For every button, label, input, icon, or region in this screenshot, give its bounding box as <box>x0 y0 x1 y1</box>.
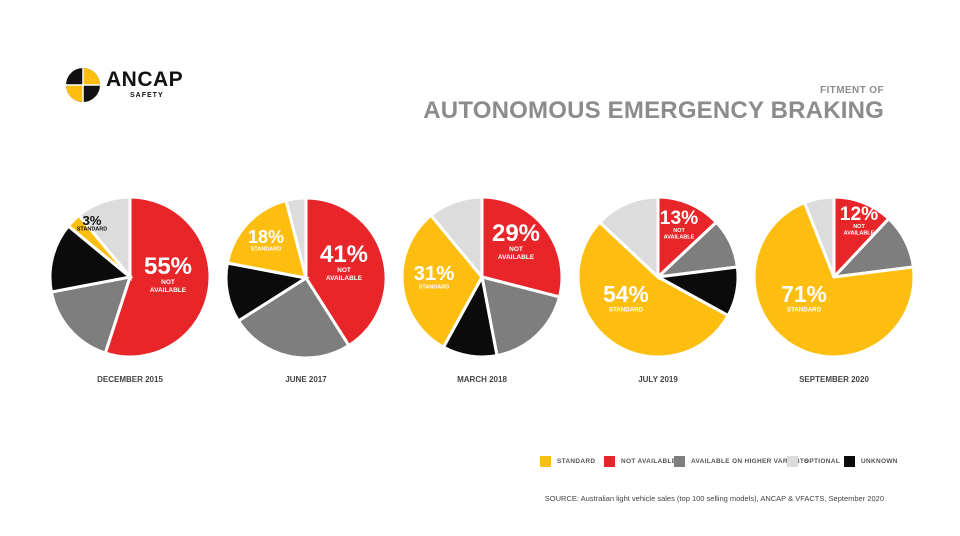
slice-sublabel: STANDARD <box>787 307 822 314</box>
brand-sub: SAFETY <box>130 92 164 99</box>
source-note: SOURCE: Australian light vehicle sales (… <box>544 494 884 503</box>
pie-slice-optional <box>76 195 132 282</box>
pie-slice-not-available <box>480 195 564 299</box>
slice-label: 54% <box>603 281 649 307</box>
pie-slice-higher-variants <box>236 275 351 360</box>
slice-sublabel: AVAILABLE <box>664 234 695 240</box>
slice-sublabel: NOT <box>337 267 351 274</box>
slice-sublabel: STANDARD <box>77 227 107 233</box>
slice-sublabel: NOT <box>853 224 865 230</box>
legend-swatch <box>787 456 798 467</box>
slice-label: 3% <box>82 213 101 228</box>
legend-item-standard: STANDARD <box>540 456 595 467</box>
legend-label: OPTIONAL <box>804 458 840 465</box>
legend-swatch <box>674 456 685 467</box>
legend-label: AVAILABLE ON HIGHER VARIANTS <box>691 458 809 465</box>
chart-subtitle: FITMENT OF <box>820 85 884 96</box>
pie-slice-unknown <box>48 223 134 294</box>
pie-title: MARCH 2018 <box>457 375 507 384</box>
slice-sublabel: NOT <box>673 228 685 234</box>
slice-sublabel: NOT <box>161 279 175 286</box>
pie-title: JULY 2019 <box>638 375 678 384</box>
pie-slice-optional <box>597 195 660 281</box>
slice-label: 29% <box>492 220 540 247</box>
pie-slice-optional <box>428 195 484 282</box>
legend-swatch <box>844 456 855 467</box>
slice-label: 31% <box>414 263 455 285</box>
pie-slice-standard <box>752 200 916 359</box>
slice-label: 55% <box>144 253 192 280</box>
legend-item-unknown: UNKNOWN <box>844 456 898 467</box>
slice-sublabel: STANDARD <box>419 285 449 291</box>
slice-label: 18% <box>248 227 284 247</box>
slice-sublabel: AVAILABLE <box>498 254 535 261</box>
pie-title: JUNE 2017 <box>285 375 327 384</box>
legend-item-higher-variants: AVAILABLE ON HIGHER VARIANTS <box>674 456 809 467</box>
slice-sublabel: AVAILABLE <box>150 287 187 294</box>
legend-item-optional: OPTIONAL <box>787 456 840 467</box>
pie-slice-optional <box>284 196 308 279</box>
ancap-logo-icon <box>66 68 100 102</box>
legend-label: STANDARD <box>557 458 596 465</box>
chart-title: AUTONOMOUS EMERGENCY BRAKING <box>423 97 884 124</box>
pie-slice-standard <box>576 220 731 359</box>
slice-sublabel: STANDARD <box>251 247 281 253</box>
slice-label: 12% <box>840 204 878 225</box>
slice-label: 41% <box>320 241 368 268</box>
pie-slice-optional <box>802 195 836 278</box>
slice-label: 13% <box>660 208 698 229</box>
legend-swatch <box>604 456 615 467</box>
legend-label: NOT AVAILABLE <box>621 458 677 465</box>
pie-slice-standard <box>225 198 309 280</box>
slice-sublabel: AVAILABLE <box>326 275 363 282</box>
slice-sublabel: AVAILABLE <box>844 230 875 236</box>
pie-slice-higher-variants <box>480 274 562 358</box>
slice-sublabel: STANDARD <box>609 307 644 314</box>
legend-label: UNKNOWN <box>861 458 898 465</box>
legend-swatch <box>540 456 551 467</box>
pie-slice-standard <box>400 213 484 350</box>
pie-title: DECEMBER 2015 <box>97 375 163 384</box>
slice-label: 71% <box>781 281 827 307</box>
slice-sublabel: NOT <box>509 246 523 253</box>
brand-name: ANCAP <box>106 68 184 91</box>
legend-item-not-available: NOT AVAILABLE <box>604 456 676 467</box>
pie-title: SEPTEMBER 2020 <box>799 375 869 384</box>
pie-slice-higher-variants <box>49 275 133 355</box>
